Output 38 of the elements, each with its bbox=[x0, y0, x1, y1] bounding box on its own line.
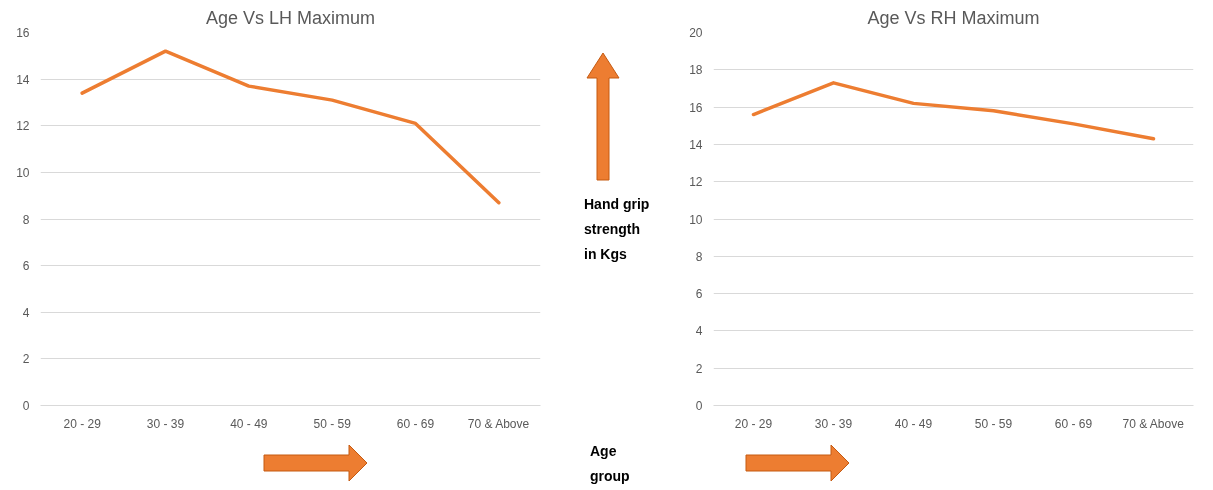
x-tick-label: 20 - 29 bbox=[63, 416, 102, 431]
y-tick-label: 0 bbox=[695, 399, 703, 413]
x-tick-label: 30 - 39 bbox=[814, 416, 853, 431]
y-tick-label: 16 bbox=[689, 100, 703, 115]
y-tick-label: 12 bbox=[689, 175, 703, 190]
x-tick-label: 50 - 59 bbox=[313, 416, 352, 431]
y-tick-label: 10 bbox=[16, 165, 30, 180]
x-tick-label: 60 - 69 bbox=[1054, 416, 1093, 431]
x-tick-label: 30 - 39 bbox=[146, 416, 185, 431]
x-tick-label: 60 - 69 bbox=[396, 416, 435, 431]
y-tick-label: 10 bbox=[689, 212, 703, 227]
y-tick-label: 14 bbox=[16, 72, 30, 87]
y-tick-label: 4 bbox=[22, 305, 30, 320]
x-tick-label: 70 & Above bbox=[1122, 416, 1185, 431]
y-tick-label: 4 bbox=[695, 324, 703, 339]
y-tick-label: 12 bbox=[16, 119, 30, 134]
x-tick-label: 40 - 49 bbox=[894, 416, 933, 431]
y-tick-label: 2 bbox=[695, 361, 703, 376]
chart-title: Age Vs RH Maximum bbox=[867, 7, 1040, 28]
text: Age group bbox=[590, 442, 630, 486]
x-tick-label: 50 - 59 bbox=[974, 416, 1013, 431]
y-tick-label: 2 bbox=[22, 352, 30, 367]
text: Hand grip strength in Kgs bbox=[584, 195, 650, 264]
y-tick-label: 6 bbox=[22, 259, 30, 274]
chart-title: Age Vs LH Maximum bbox=[205, 7, 376, 28]
x-tick-label: 20 - 29 bbox=[734, 416, 773, 431]
y-tick-label: 8 bbox=[695, 249, 703, 264]
y-tick-label: 14 bbox=[689, 137, 703, 152]
line-series bbox=[80, 49, 501, 205]
x-tick-label: 70 & Above bbox=[467, 416, 530, 431]
y-tick-label: 18 bbox=[689, 63, 703, 78]
y-tick-label: 6 bbox=[695, 287, 703, 302]
y-tick-label: 20 bbox=[689, 26, 703, 40]
line-series bbox=[751, 81, 1156, 141]
y-tick-label: 0 bbox=[22, 399, 30, 413]
y-tick-label: 8 bbox=[22, 212, 30, 227]
y-tick-label: 16 bbox=[16, 26, 30, 40]
x-tick-label: 40 - 49 bbox=[230, 416, 268, 431]
